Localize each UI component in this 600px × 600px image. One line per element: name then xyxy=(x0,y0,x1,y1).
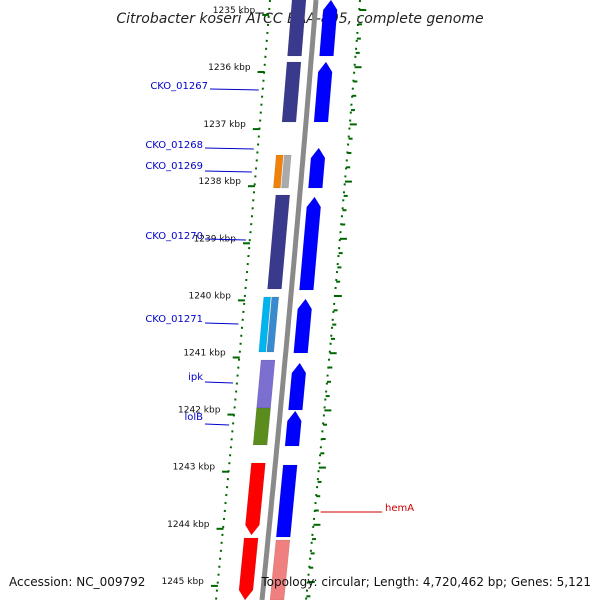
kbp-tick-label: 1244 kbp xyxy=(167,520,210,530)
kbp-tick-label: 1242 kbp xyxy=(178,406,221,416)
gene-feature xyxy=(258,296,272,353)
topology-text: Topology: circular; Length: 4,720,462 bp… xyxy=(260,575,591,589)
gene-feature xyxy=(308,147,326,189)
gene-feature xyxy=(284,410,302,447)
gene-label-lolb: lolB xyxy=(184,412,203,423)
gene-label-leader xyxy=(204,322,239,325)
genome-backbone xyxy=(259,0,319,600)
gene-label-cko_01269: CKO_01269 xyxy=(145,161,203,172)
gene-feature xyxy=(266,296,280,353)
gene-feature xyxy=(273,154,284,189)
gene-label-cko_01270: CKO_01270 xyxy=(145,231,203,242)
gene-label-leader xyxy=(204,381,234,384)
gene-label-cko_01268: CKO_01268 xyxy=(145,140,203,151)
gene-label-leader xyxy=(204,170,252,173)
gene-feature xyxy=(245,462,266,536)
kbp-tick-label: 1238 kbp xyxy=(199,177,242,187)
gene-feature xyxy=(319,0,338,57)
kbp-tick-label: 1240 kbp xyxy=(189,291,232,301)
ruler-rings xyxy=(215,0,367,600)
gene-label-hema: hemA xyxy=(385,503,414,514)
kbp-tick-label: 1245 kbp xyxy=(161,577,204,587)
gene-feature xyxy=(269,539,291,600)
gene-labels: CKO_01267 CKO_01268 CKO_01269 CKO_01270 CKO_… xyxy=(145,81,414,514)
gene-feature xyxy=(238,537,259,600)
gene-feature xyxy=(256,359,276,409)
gene-feature xyxy=(293,298,312,354)
gene-feature xyxy=(275,464,298,538)
gene-label-leader xyxy=(204,238,246,241)
accession-text: Accession: NC_009792 xyxy=(9,575,145,589)
kbp-tick-label: 1243 kbp xyxy=(173,463,216,473)
gene-feature xyxy=(281,61,302,123)
gene-label-cko_01267: CKO_01267 xyxy=(150,81,208,92)
gene-features xyxy=(238,0,338,600)
gene-feature xyxy=(288,362,307,411)
gene-feature xyxy=(281,154,292,189)
kbp-tick-label: 1237 kbp xyxy=(203,120,246,130)
gene-feature xyxy=(313,61,333,123)
gene-label-leader xyxy=(204,147,254,150)
gene-label-leader xyxy=(204,423,230,426)
gene-feature xyxy=(252,407,271,446)
kbp-tick-label: 1236 kbp xyxy=(208,63,251,73)
ruler-ring-2 xyxy=(305,0,361,600)
kbp-tick-label: 1241 kbp xyxy=(183,349,226,359)
gene-feature xyxy=(267,194,291,290)
kbp-tick-label: 1235 kbp xyxy=(213,6,256,16)
gene-feature xyxy=(299,196,321,291)
gene-label-ipk: ipk xyxy=(188,372,203,383)
gene-feature xyxy=(287,0,307,57)
gene-label-leader xyxy=(209,88,259,91)
gene-label-cko_01271: CKO_01271 xyxy=(145,314,203,325)
